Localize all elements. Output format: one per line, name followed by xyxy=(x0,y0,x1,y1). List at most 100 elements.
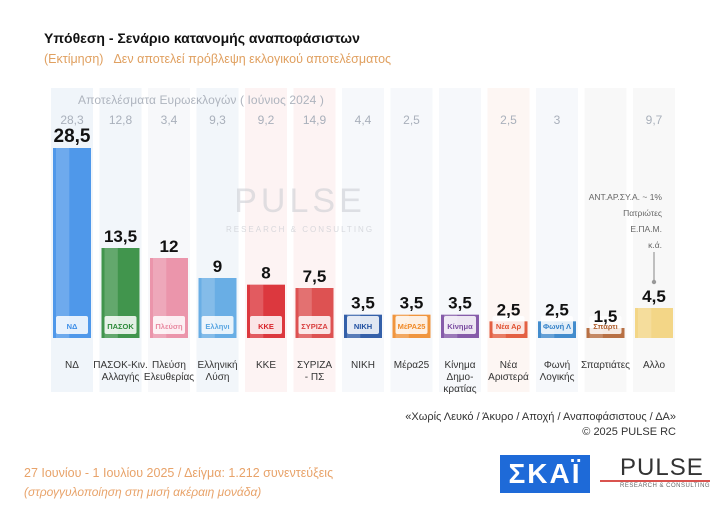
category-label: ΣΥΡΙΖΑ xyxy=(297,360,332,371)
bar-highlight xyxy=(638,308,652,338)
party-logo: Κίνημα xyxy=(447,322,473,331)
euro-value-label: 9,2 xyxy=(258,113,275,127)
category-label: Σπαρτιάτες xyxy=(581,359,630,371)
party-logo: ΝΙΚΗ xyxy=(354,322,372,331)
euro-value-label: 14,9 xyxy=(303,113,327,127)
euro-value-label: 2,5 xyxy=(403,113,420,127)
value-label: 3,5 xyxy=(351,294,375,313)
watermark-title: PULSE xyxy=(234,182,366,220)
category-label: ΠΑΣΟΚ-Κιν. xyxy=(93,360,148,371)
euro-value-label: 2,5 xyxy=(500,113,517,127)
pulse-logo-subtext: RESEARCH & CONSULTING xyxy=(620,483,711,489)
category-label: ΝΙΚΗ xyxy=(351,360,375,371)
skai-logo: ΣΚΑΪ xyxy=(500,455,590,493)
value-label: 1,5 xyxy=(594,307,618,326)
bar-highlight xyxy=(56,148,70,338)
survey-dates: 27 Ιουνίου - 1 Ιουλίου 2025 / Δείγμα: 1.… xyxy=(24,466,334,480)
party-logo-box xyxy=(395,316,428,334)
category-label: Λύση xyxy=(206,371,230,383)
category-label: Φωνή xyxy=(544,359,570,371)
column-background xyxy=(293,88,336,392)
chart-title: Υπόθεση - Σενάριο κατανομής αναποφάσιστω… xyxy=(44,30,360,46)
disclaimer-label: Δεν αποτελεί πρόβλεψη εκλογικού αποτελέσ… xyxy=(113,52,392,66)
column-background xyxy=(584,88,627,392)
euro-value-label: 3 xyxy=(554,113,561,127)
category-label: Δημο- xyxy=(447,372,474,383)
notes-block: «Χωρίς Λευκό / Άκυρο / Αποχή / Αναποφάσι… xyxy=(405,410,676,440)
value-label: 8 xyxy=(261,264,270,283)
category-label: Αλλαγής xyxy=(102,371,140,383)
category-label: Μέρα25 xyxy=(394,359,430,371)
value-label: 9 xyxy=(213,257,222,276)
party-logo: ΜέΡΑ25 xyxy=(398,322,426,331)
euro-value-label: 3,4 xyxy=(161,113,178,127)
party-logo: Ελληνι xyxy=(205,322,229,331)
value-label: 2,5 xyxy=(497,300,521,319)
category-label: κρατίας xyxy=(443,383,476,395)
category-label: Αριστερά xyxy=(488,371,529,383)
category-label: Αλλο xyxy=(643,360,666,371)
value-label: 4,5 xyxy=(642,287,666,306)
pulse-logo: PULSE RESEARCH & CONSULTING xyxy=(600,452,712,496)
category-label: Πλεύση xyxy=(152,359,186,371)
column-background xyxy=(633,88,675,392)
column-background xyxy=(342,88,384,392)
party-logo-box xyxy=(298,316,331,334)
value-label: 13,5 xyxy=(104,227,137,246)
value-label: 7,5 xyxy=(303,267,327,286)
euro-elections-label: Αποτελέσματα Ευρωεκλογών ( Ιούνιος 2024 … xyxy=(78,93,324,107)
category-label: Ελληνική xyxy=(197,359,237,371)
bar-highlight xyxy=(104,248,118,338)
party-logo: Πλεύση xyxy=(155,322,183,331)
party-logo-box xyxy=(250,316,282,334)
annotation-line: Ε.ΠΑ.Μ. xyxy=(630,224,662,234)
party-logo-box xyxy=(104,316,137,334)
party-logo: ΣΥΡΙΖΑ xyxy=(301,322,328,331)
party-logo-box xyxy=(589,316,622,334)
category-label: Ελευθερίας xyxy=(144,371,194,383)
annotation-line: κ.ά. xyxy=(648,240,662,250)
bar xyxy=(53,148,91,338)
category-label: Λογικής xyxy=(540,371,575,383)
euro-value-label: 4,4 xyxy=(355,113,372,127)
category-label: Νέα xyxy=(500,359,518,371)
party-logo-box xyxy=(444,316,476,334)
euro-value-label: 28,3 xyxy=(60,113,84,127)
category-label: ΝΔ xyxy=(65,360,79,371)
party-logo-box xyxy=(541,316,573,334)
column-background xyxy=(99,88,142,392)
annotation-line: ΑΝΤ.ΑΡ.ΣΥ.Α. ~ 1% xyxy=(589,192,663,202)
euro-value-label: 12,8 xyxy=(109,113,133,127)
party-logo-box xyxy=(201,316,234,334)
bar-chart: PULSE RESEARCH & CONSULTING 28,3 ΝΔ 28,5 ΝΔ 12… xyxy=(51,88,675,395)
party-logo: Φωνή Λ xyxy=(543,322,571,331)
chart-subtitle: (Εκτίμηση) Δεν αποτελεί πρόβλεψη εκλογικο… xyxy=(44,52,391,66)
value-label: 28,5 xyxy=(54,126,91,147)
exclusion-note: «Χωρίς Λευκό / Άκυρο / Αποχή / Αναποφάσι… xyxy=(405,411,676,423)
party-logo: ΝΔ xyxy=(67,322,78,331)
column-background xyxy=(439,88,481,392)
party-logo-box xyxy=(56,316,88,334)
party-logo-box xyxy=(492,316,525,334)
value-label: 3,5 xyxy=(400,294,424,313)
column-background xyxy=(487,88,530,392)
party-logo: Νέα Αρ xyxy=(496,322,522,331)
bar xyxy=(635,308,673,338)
party-logo: Σπαρτι xyxy=(593,322,617,331)
pulse-logo-line xyxy=(600,480,710,482)
pulse-logo-text: PULSE xyxy=(620,454,704,481)
party-logo: ΠΑΣΟΚ xyxy=(107,322,134,331)
estimate-label: (Εκτίμηση) xyxy=(44,52,104,66)
rounding-note: (στρογγυλοποίηση στη μισή ακέραιη μονάδα… xyxy=(24,485,262,499)
annotation-dot xyxy=(651,279,657,285)
column-background xyxy=(536,88,578,392)
column-background xyxy=(196,88,239,392)
party-logo-box xyxy=(347,316,379,334)
euro-value-label: 9,3 xyxy=(209,113,226,127)
value-label: 3,5 xyxy=(448,294,472,313)
copyright-note: © 2025 PULSE RC xyxy=(582,426,676,438)
party-logo-box xyxy=(153,316,185,334)
value-label: 12 xyxy=(160,237,179,256)
column-background xyxy=(390,88,433,392)
annotation-line: Πατριώτες xyxy=(623,208,662,218)
